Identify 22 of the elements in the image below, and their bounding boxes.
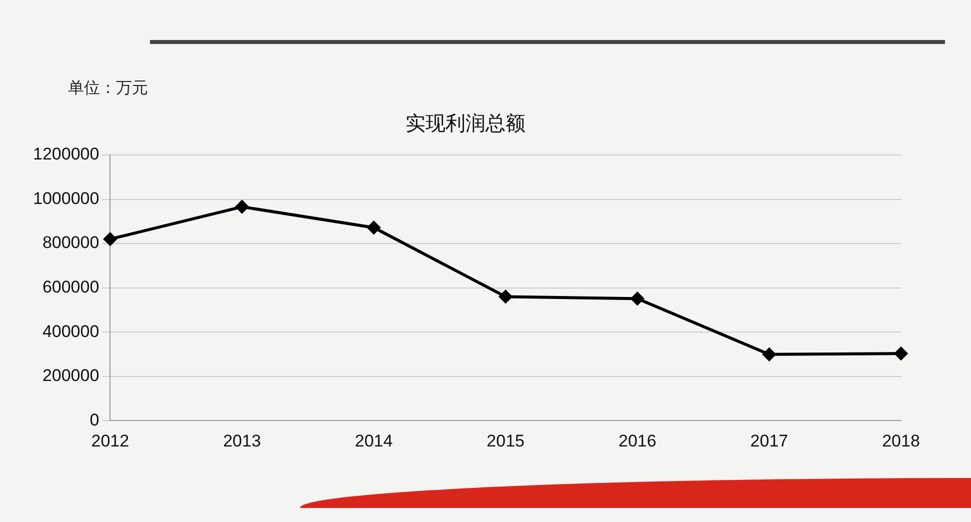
x-tick-label: 2014 xyxy=(354,431,393,450)
y-tick-label: 600000 xyxy=(42,277,100,296)
point xyxy=(235,200,248,214)
y-tick-label: 400000 xyxy=(42,322,100,341)
point xyxy=(499,290,512,304)
point xyxy=(762,348,776,361)
point xyxy=(630,292,644,306)
x-tick-label: 2012 xyxy=(91,431,130,450)
x-tick-label: 2016 xyxy=(618,431,656,450)
y-tick-label: 1200000 xyxy=(32,144,100,164)
text: 单位：万元 xyxy=(68,78,148,99)
x-tick-label: 2018 xyxy=(882,431,920,450)
x-tick-label: 2017 xyxy=(750,431,788,450)
chart-title: 实现利润总额 xyxy=(406,111,526,136)
y-tick-label: 1000000 xyxy=(32,188,100,208)
x-tick-label: 2013 xyxy=(223,431,261,450)
point xyxy=(894,347,908,360)
y-tick-label: 800000 xyxy=(42,233,100,252)
x-tick-label: 2015 xyxy=(486,431,525,450)
y-tick-label: 0 xyxy=(90,410,100,430)
y-tick-label: 200000 xyxy=(42,366,100,386)
point xyxy=(367,221,380,234)
